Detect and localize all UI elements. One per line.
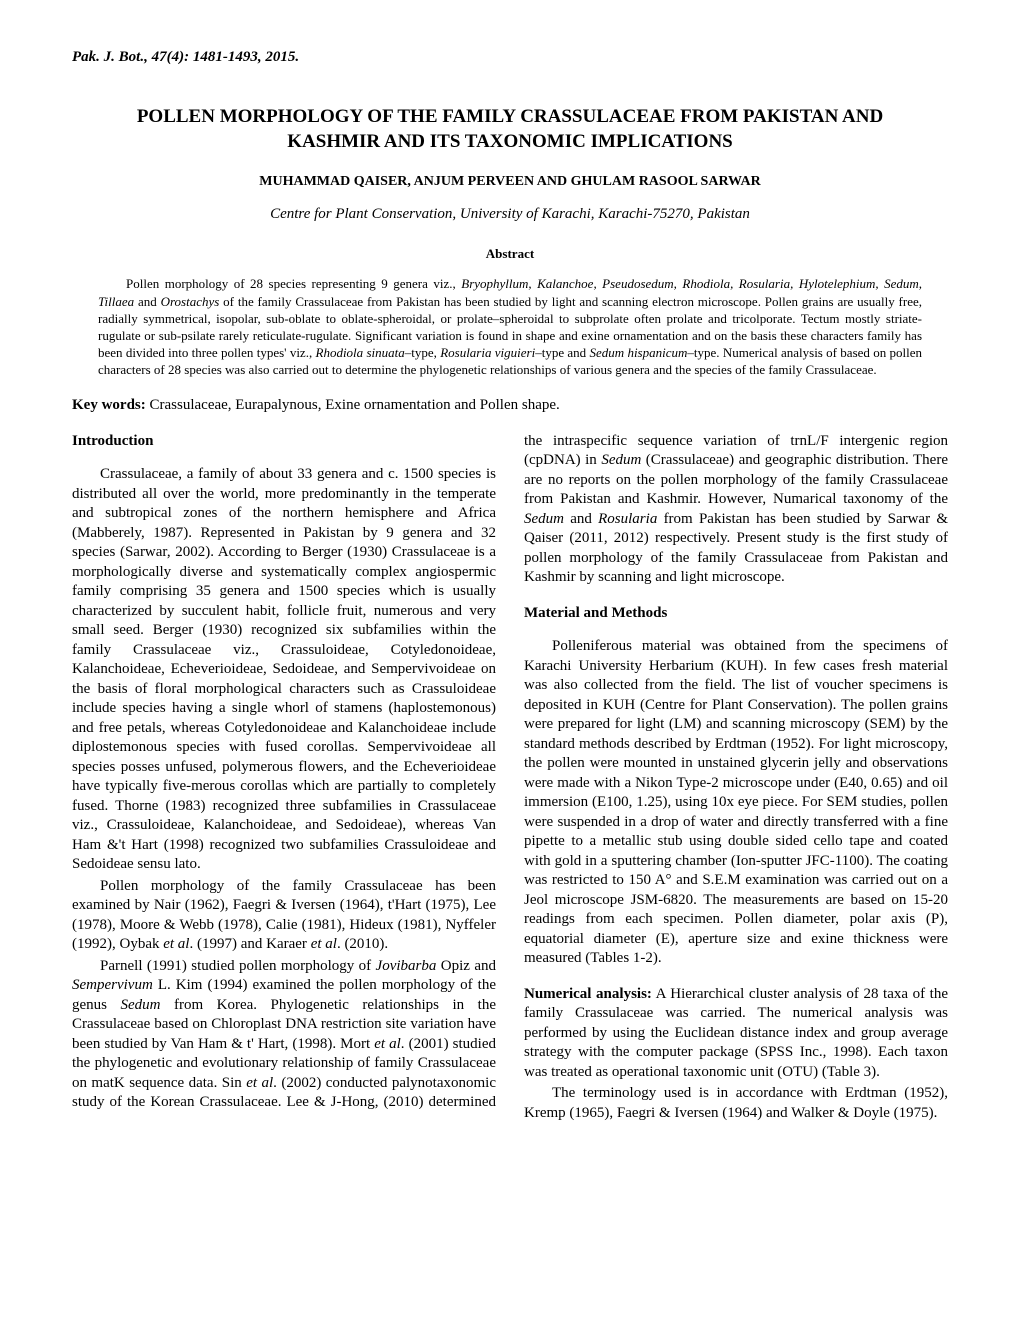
numerical-analysis-para: Numerical analysis: A Hierarchical clust… xyxy=(524,985,948,1083)
body-columns: Introduction Crassulaceae, a family of a… xyxy=(72,432,948,1124)
introduction-heading: Introduction xyxy=(72,432,496,452)
abstract-body: Pollen morphology of 28 species represen… xyxy=(98,275,922,378)
terminology-para: The terminology used is in accordance wi… xyxy=(524,1084,948,1123)
keywords: Key words: Crassulaceae, Eurapalynous, E… xyxy=(72,396,948,416)
keywords-text: Crassulaceae, Eurapalynous, Exine orname… xyxy=(146,397,560,413)
mm-para-1: Polleniferous material was obtained from… xyxy=(524,637,948,969)
intro-para-1: Crassulaceae, a family of about 33 gener… xyxy=(72,465,496,875)
abstract-heading: Abstract xyxy=(72,246,948,263)
keywords-label: Key words: xyxy=(72,397,146,413)
abstract-text: Pollen morphology of 28 species represen… xyxy=(98,276,922,377)
intro-para-2: Pollen morphology of the family Crassula… xyxy=(72,877,496,955)
paper-title: POLLEN MORPHOLOGY OF THE FAMILY CRASSULA… xyxy=(100,104,920,155)
journal-header: Pak. J. Bot., 47(4): 1481-1493, 2015. xyxy=(72,48,948,68)
affiliation: Centre for Plant Conservation, Universit… xyxy=(72,205,948,225)
material-methods-heading: Material and Methods xyxy=(524,604,948,624)
authors: MUHAMMAD QAISER, ANJUM PERVEEN AND GHULA… xyxy=(72,173,948,191)
